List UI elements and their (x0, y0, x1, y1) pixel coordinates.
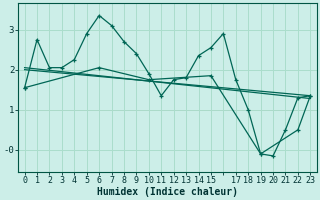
X-axis label: Humidex (Indice chaleur): Humidex (Indice chaleur) (97, 186, 238, 197)
